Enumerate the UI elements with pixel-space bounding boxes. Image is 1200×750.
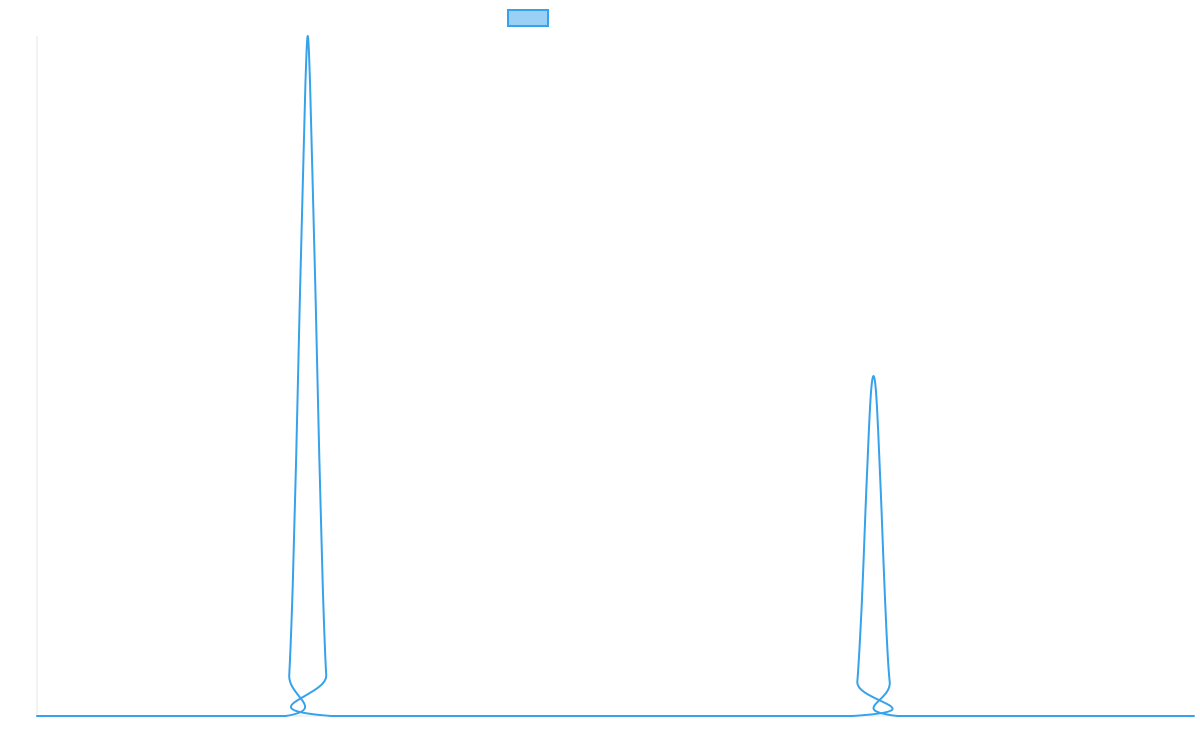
series-layer <box>36 35 1195 718</box>
legend[interactable] <box>507 9 549 27</box>
legend-swatch[interactable] <box>507 9 549 27</box>
axes <box>36 36 1194 717</box>
series-line-0 <box>36 35 1195 718</box>
